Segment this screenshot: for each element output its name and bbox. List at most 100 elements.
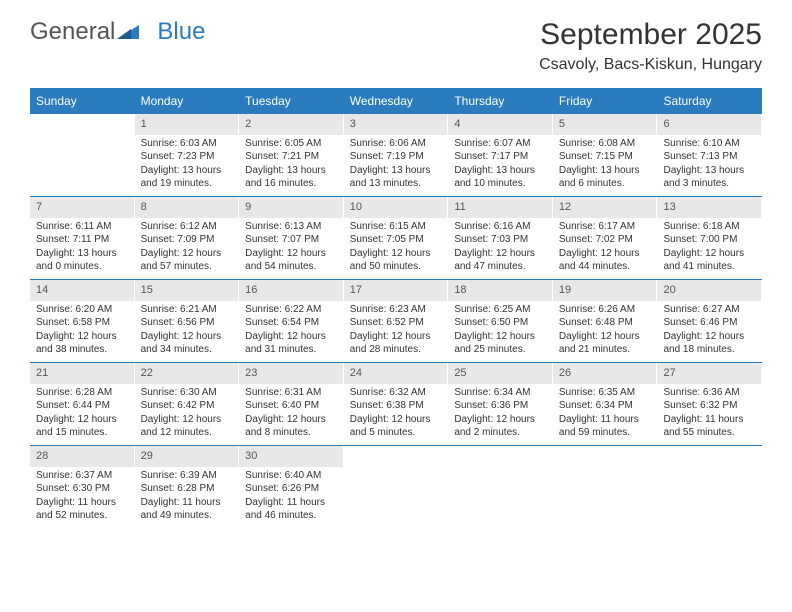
day-number: 7 [30,197,134,218]
day-number: 18 [448,280,552,301]
day-number: 23 [239,363,343,384]
daylight-text: Daylight: 12 hours and 47 minutes. [454,247,546,274]
day-cell: 9Sunrise: 6:13 AMSunset: 7:07 PMDaylight… [239,197,344,279]
day-body: Sunrise: 6:16 AMSunset: 7:03 PMDaylight:… [448,218,552,278]
sunrise-text: Sunrise: 6:16 AM [454,220,546,234]
sunset-text: Sunset: 6:40 PM [245,399,337,413]
sunrise-text: Sunrise: 6:36 AM [663,386,755,400]
daylight-text: Daylight: 11 hours and 55 minutes. [663,413,755,440]
daylight-text: Daylight: 12 hours and 54 minutes. [245,247,337,274]
sunset-text: Sunset: 6:58 PM [36,316,128,330]
day-cell: 24Sunrise: 6:32 AMSunset: 6:38 PMDayligh… [344,363,449,445]
daylight-text: Daylight: 12 hours and 41 minutes. [663,247,755,274]
week-row: 14Sunrise: 6:20 AMSunset: 6:58 PMDayligh… [30,279,762,362]
sunrise-text: Sunrise: 6:27 AM [663,303,755,317]
day-number: 16 [239,280,343,301]
sunrise-text: Sunrise: 6:15 AM [350,220,442,234]
day-header-wed: Wednesday [344,88,449,114]
day-header-mon: Monday [135,88,240,114]
sunset-text: Sunset: 7:07 PM [245,233,337,247]
sunrise-text: Sunrise: 6:21 AM [141,303,233,317]
day-number: 10 [344,197,448,218]
week-row: 28Sunrise: 6:37 AMSunset: 6:30 PMDayligh… [30,445,762,528]
sunrise-text: Sunrise: 6:23 AM [350,303,442,317]
sunset-text: Sunset: 7:11 PM [36,233,128,247]
daylight-text: Daylight: 12 hours and 2 minutes. [454,413,546,440]
sunset-text: Sunset: 6:52 PM [350,316,442,330]
sunset-text: Sunset: 7:23 PM [141,150,233,164]
day-cell [448,446,553,528]
sunrise-text: Sunrise: 6:40 AM [245,469,337,483]
day-body: Sunrise: 6:37 AMSunset: 6:30 PMDaylight:… [30,467,134,527]
day-number: 2 [239,114,343,135]
day-cell: 10Sunrise: 6:15 AMSunset: 7:05 PMDayligh… [344,197,449,279]
day-number: 9 [239,197,343,218]
daylight-text: Daylight: 13 hours and 3 minutes. [663,164,755,191]
day-number: 8 [135,197,239,218]
logo-text-2: Blue [157,18,205,46]
sunset-text: Sunset: 6:56 PM [141,316,233,330]
day-number: 1 [135,114,239,135]
day-cell: 21Sunrise: 6:28 AMSunset: 6:44 PMDayligh… [30,363,135,445]
sunset-text: Sunset: 7:17 PM [454,150,546,164]
location-text: Csavoly, Bacs-Kiskun, Hungary [539,56,762,74]
day-cell: 20Sunrise: 6:27 AMSunset: 6:46 PMDayligh… [657,280,762,362]
day-cell [344,446,449,528]
day-number: 12 [553,197,657,218]
daylight-text: Daylight: 13 hours and 6 minutes. [559,164,651,191]
day-body: Sunrise: 6:20 AMSunset: 6:58 PMDaylight:… [30,301,134,361]
daylight-text: Daylight: 12 hours and 34 minutes. [141,330,233,357]
day-body: Sunrise: 6:18 AMSunset: 7:00 PMDaylight:… [657,218,761,278]
day-number: 3 [344,114,448,135]
day-cell: 16Sunrise: 6:22 AMSunset: 6:54 PMDayligh… [239,280,344,362]
week-row: 7Sunrise: 6:11 AMSunset: 7:11 PMDaylight… [30,196,762,279]
day-header-tue: Tuesday [239,88,344,114]
sunrise-text: Sunrise: 6:25 AM [454,303,546,317]
sunrise-text: Sunrise: 6:32 AM [350,386,442,400]
daylight-text: Daylight: 13 hours and 10 minutes. [454,164,546,191]
day-body: Sunrise: 6:07 AMSunset: 7:17 PMDaylight:… [448,135,552,195]
daylight-text: Daylight: 12 hours and 44 minutes. [559,247,651,274]
daylight-text: Daylight: 12 hours and 12 minutes. [141,413,233,440]
day-cell: 19Sunrise: 6:26 AMSunset: 6:48 PMDayligh… [553,280,658,362]
sunrise-text: Sunrise: 6:12 AM [141,220,233,234]
day-number [553,446,657,452]
day-body: Sunrise: 6:34 AMSunset: 6:36 PMDaylight:… [448,384,552,444]
sunset-text: Sunset: 6:42 PM [141,399,233,413]
day-body: Sunrise: 6:13 AMSunset: 7:07 PMDaylight:… [239,218,343,278]
day-number: 22 [135,363,239,384]
day-body: Sunrise: 6:36 AMSunset: 6:32 PMDaylight:… [657,384,761,444]
day-number: 20 [657,280,761,301]
logo-triangle-icon [117,18,139,46]
sunset-text: Sunset: 7:02 PM [559,233,651,247]
day-cell: 26Sunrise: 6:35 AMSunset: 6:34 PMDayligh… [553,363,658,445]
day-number: 4 [448,114,552,135]
sunset-text: Sunset: 6:28 PM [141,482,233,496]
day-cell: 13Sunrise: 6:18 AMSunset: 7:00 PMDayligh… [657,197,762,279]
day-cell: 28Sunrise: 6:37 AMSunset: 6:30 PMDayligh… [30,446,135,528]
day-body: Sunrise: 6:39 AMSunset: 6:28 PMDaylight:… [135,467,239,527]
day-body: Sunrise: 6:11 AMSunset: 7:11 PMDaylight:… [30,218,134,278]
sunrise-text: Sunrise: 6:26 AM [559,303,651,317]
day-body: Sunrise: 6:12 AMSunset: 7:09 PMDaylight:… [135,218,239,278]
day-body: Sunrise: 6:32 AMSunset: 6:38 PMDaylight:… [344,384,448,444]
sunset-text: Sunset: 6:54 PM [245,316,337,330]
day-cell: 17Sunrise: 6:23 AMSunset: 6:52 PMDayligh… [344,280,449,362]
page-header: General Blue September 2025 Csavoly, Bac… [0,0,792,82]
sunset-text: Sunset: 7:03 PM [454,233,546,247]
day-cell: 7Sunrise: 6:11 AMSunset: 7:11 PMDaylight… [30,197,135,279]
daylight-text: Daylight: 11 hours and 46 minutes. [245,496,337,523]
day-cell: 23Sunrise: 6:31 AMSunset: 6:40 PMDayligh… [239,363,344,445]
sunrise-text: Sunrise: 6:28 AM [36,386,128,400]
day-number: 29 [135,446,239,467]
day-body: Sunrise: 6:22 AMSunset: 6:54 PMDaylight:… [239,301,343,361]
day-number: 6 [657,114,761,135]
sunrise-text: Sunrise: 6:34 AM [454,386,546,400]
day-cell: 5Sunrise: 6:08 AMSunset: 7:15 PMDaylight… [553,114,658,196]
sunset-text: Sunset: 7:21 PM [245,150,337,164]
week-row: 21Sunrise: 6:28 AMSunset: 6:44 PMDayligh… [30,362,762,445]
sunrise-text: Sunrise: 6:37 AM [36,469,128,483]
sunrise-text: Sunrise: 6:11 AM [36,220,128,234]
day-body: Sunrise: 6:26 AMSunset: 6:48 PMDaylight:… [553,301,657,361]
day-number [344,446,448,452]
